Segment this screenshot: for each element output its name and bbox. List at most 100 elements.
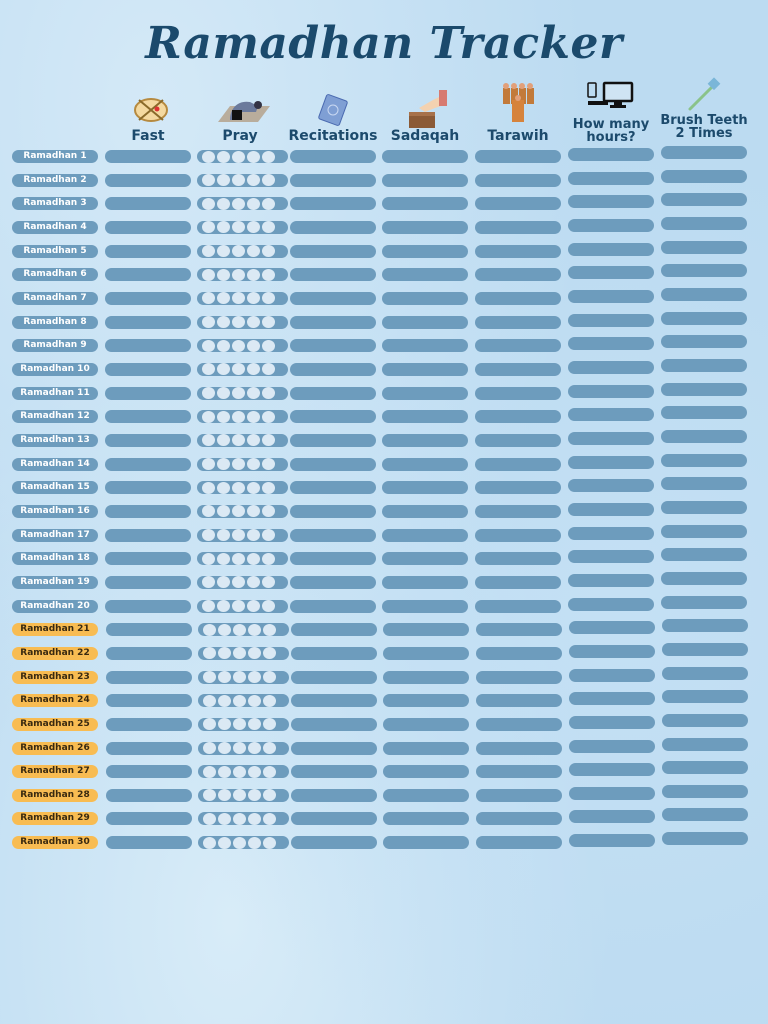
sadaqah-input[interactable]: [382, 362, 468, 376]
prayer-checkbox[interactable]: [217, 316, 230, 329]
how-many-hours-input[interactable]: [569, 786, 655, 800]
prayer-checkbox[interactable]: [262, 434, 275, 447]
brush-teeth-2-times-input[interactable]: [661, 500, 747, 514]
fast-input[interactable]: [105, 220, 191, 234]
how-many-hours-input[interactable]: [569, 739, 655, 753]
prayer-checkbox[interactable]: [202, 197, 215, 210]
prayer-checkbox[interactable]: [203, 647, 216, 660]
fast-input[interactable]: [105, 599, 191, 613]
sadaqah-input[interactable]: [382, 244, 468, 258]
sadaqah-input[interactable]: [382, 552, 468, 566]
recitations-input[interactable]: [290, 150, 376, 163]
prayer-checkbox[interactable]: [233, 789, 246, 802]
pray-checklist[interactable]: [197, 552, 288, 566]
pray-checklist[interactable]: [197, 362, 288, 376]
how-many-hours-input[interactable]: [568, 337, 654, 351]
how-many-hours-input[interactable]: [568, 550, 654, 564]
brush-teeth-2-times-input[interactable]: [661, 216, 747, 230]
prayer-checkbox[interactable]: [232, 576, 245, 589]
prayer-checkbox[interactable]: [248, 671, 261, 684]
how-many-hours-input[interactable]: [568, 431, 654, 445]
pray-checklist[interactable]: [197, 481, 288, 495]
prayer-checkbox[interactable]: [218, 647, 231, 660]
how-many-hours-input[interactable]: [568, 408, 654, 422]
how-many-hours-input[interactable]: [568, 597, 654, 611]
recitations-input[interactable]: [290, 291, 376, 305]
pray-checklist[interactable]: [198, 694, 289, 708]
recitations-input[interactable]: [291, 717, 377, 731]
fast-input[interactable]: [106, 646, 192, 660]
brush-teeth-2-times-input[interactable]: [661, 429, 747, 443]
fast-input[interactable]: [105, 481, 191, 495]
tarawih-input[interactable]: [476, 670, 562, 684]
prayer-checkbox[interactable]: [202, 339, 215, 352]
prayer-checkbox[interactable]: [217, 434, 230, 447]
how-many-hours-input[interactable]: [568, 195, 654, 209]
prayer-checkbox[interactable]: [202, 387, 215, 400]
fast-input[interactable]: [105, 410, 191, 424]
tarawih-input[interactable]: [475, 362, 561, 376]
how-many-hours-input[interactable]: [569, 621, 655, 635]
pray-checklist[interactable]: [197, 173, 288, 187]
pray-checklist[interactable]: [197, 339, 288, 353]
fast-input[interactable]: [105, 386, 191, 400]
prayer-checkbox[interactable]: [262, 150, 275, 163]
recitations-input[interactable]: [290, 481, 376, 495]
fast-input[interactable]: [105, 528, 191, 542]
prayer-checkbox[interactable]: [233, 836, 246, 849]
prayer-checkbox[interactable]: [217, 221, 230, 234]
pray-checklist[interactable]: [198, 812, 289, 826]
how-many-hours-input[interactable]: [568, 148, 654, 161]
prayer-checkbox[interactable]: [218, 623, 231, 636]
recitations-input[interactable]: [290, 197, 376, 211]
prayer-checkbox[interactable]: [202, 529, 215, 542]
prayer-checkbox[interactable]: [217, 505, 230, 518]
prayer-checkbox[interactable]: [217, 410, 230, 423]
prayer-checkbox[interactable]: [218, 836, 231, 849]
prayer-checkbox[interactable]: [218, 812, 231, 825]
prayer-checkbox[interactable]: [262, 245, 275, 258]
recitations-input[interactable]: [290, 173, 376, 187]
prayer-checkbox[interactable]: [262, 410, 275, 423]
fast-input[interactable]: [106, 765, 192, 779]
brush-teeth-2-times-input[interactable]: [662, 808, 748, 822]
fast-input[interactable]: [105, 362, 191, 376]
prayer-checkbox[interactable]: [217, 268, 230, 281]
prayer-checkbox[interactable]: [218, 765, 231, 778]
pray-checklist[interactable]: [198, 788, 289, 802]
brush-teeth-2-times-input[interactable]: [661, 240, 747, 254]
prayer-checkbox[interactable]: [248, 812, 261, 825]
prayer-checkbox[interactable]: [232, 292, 245, 305]
brush-teeth-2-times-input[interactable]: [662, 666, 748, 680]
prayer-checkbox[interactable]: [262, 174, 275, 187]
pray-checklist[interactable]: [198, 765, 289, 779]
brush-teeth-2-times-input[interactable]: [661, 382, 747, 396]
recitations-input[interactable]: [291, 646, 377, 660]
tarawih-input[interactable]: [476, 646, 562, 660]
prayer-checkbox[interactable]: [217, 150, 230, 163]
pray-checklist[interactable]: [198, 836, 289, 850]
sadaqah-input[interactable]: [382, 599, 468, 613]
tarawih-input[interactable]: [475, 575, 561, 589]
prayer-checkbox[interactable]: [232, 458, 245, 471]
prayer-checkbox[interactable]: [217, 363, 230, 376]
prayer-checkbox[interactable]: [248, 789, 261, 802]
how-many-hours-input[interactable]: [569, 834, 655, 848]
prayer-checkbox[interactable]: [232, 174, 245, 187]
pray-checklist[interactable]: [197, 575, 288, 589]
prayer-checkbox[interactable]: [202, 363, 215, 376]
prayer-checkbox[interactable]: [247, 410, 260, 423]
prayer-checkbox[interactable]: [263, 789, 276, 802]
tarawih-input[interactable]: [475, 173, 561, 187]
prayer-checkbox[interactable]: [203, 765, 216, 778]
brush-teeth-2-times-input[interactable]: [662, 784, 748, 798]
prayer-checkbox[interactable]: [232, 410, 245, 423]
prayer-checkbox[interactable]: [262, 576, 275, 589]
prayer-checkbox[interactable]: [233, 671, 246, 684]
tarawih-input[interactable]: [475, 457, 561, 471]
prayer-checkbox[interactable]: [233, 694, 246, 707]
tarawih-input[interactable]: [476, 741, 562, 755]
brush-teeth-2-times-input[interactable]: [661, 311, 747, 325]
tarawih-input[interactable]: [476, 836, 562, 850]
prayer-checkbox[interactable]: [262, 529, 275, 542]
